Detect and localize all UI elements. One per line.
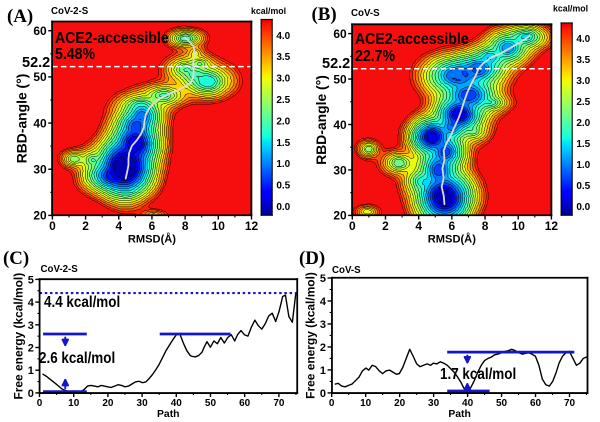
svg-text:1.5: 1.5 [276,138,290,149]
svg-text:30: 30 [33,163,47,177]
svg-text:(D): (D) [299,248,325,269]
svg-text:20: 20 [333,209,347,223]
svg-text:3.5: 3.5 [276,52,290,63]
svg-text:0.5: 0.5 [576,181,590,192]
svg-text:0: 0 [329,398,335,409]
svg-text:RBD-angle (°): RBD-angle (°) [313,75,329,165]
svg-text:3.0: 3.0 [576,76,590,87]
svg-text:4.0: 4.0 [276,31,290,42]
svg-text:60: 60 [333,27,347,41]
svg-text:CoV-2-S: CoV-2-S [51,6,89,17]
svg-text:4: 4 [28,297,35,309]
svg-text:kcal/mol: kcal/mol [553,3,588,13]
svg-text:50: 50 [333,72,347,86]
svg-text:Free energy (kcal/mol): Free energy (kcal/mol) [304,272,318,399]
svg-text:10: 10 [512,219,526,233]
svg-text:CoV-2-S: CoV-2-S [41,264,79,275]
svg-text:2: 2 [82,219,89,233]
svg-text:4: 4 [320,296,327,308]
svg-text:30: 30 [333,163,347,177]
svg-text:2.5: 2.5 [276,95,290,106]
svg-text:RMSD(Å): RMSD(Å) [428,233,476,246]
svg-text:4: 4 [115,219,122,233]
svg-text:0: 0 [49,219,56,233]
svg-text:5: 5 [320,273,326,285]
svg-text:20: 20 [394,398,406,409]
svg-text:Path: Path [157,409,180,420]
svg-text:40: 40 [171,398,183,409]
svg-text:8: 8 [182,219,189,233]
svg-text:60: 60 [530,398,542,409]
svg-text:0.0: 0.0 [576,202,590,213]
svg-text:12: 12 [545,219,559,233]
svg-text:3.0: 3.0 [276,74,290,85]
svg-text:4: 4 [415,219,422,233]
svg-text:10: 10 [68,398,80,409]
svg-text:1: 1 [28,365,34,377]
svg-text:40: 40 [33,116,47,130]
svg-text:2.0: 2.0 [276,116,290,127]
svg-text:0: 0 [28,388,34,400]
svg-text:0.5: 0.5 [276,181,290,192]
svg-text:2: 2 [28,342,34,354]
svg-text:30: 30 [137,398,149,409]
svg-text:20: 20 [102,398,114,409]
svg-text:1.5: 1.5 [576,139,590,150]
svg-text:3: 3 [28,320,34,332]
svg-text:50: 50 [33,70,47,84]
svg-text:2.5: 2.5 [576,97,590,108]
svg-text:1.0: 1.0 [576,160,590,171]
svg-text:60: 60 [33,24,47,38]
svg-text:0.0: 0.0 [276,202,290,213]
svg-text:12: 12 [245,219,259,233]
svg-text:3.5: 3.5 [576,55,590,66]
svg-text:0: 0 [37,398,43,409]
svg-text:0: 0 [349,219,356,233]
svg-text:kcal/mol: kcal/mol [251,6,286,16]
svg-text:(B): (B) [312,4,337,25]
svg-text:(A): (A) [7,6,33,27]
svg-text:RBD-angle (°): RBD-angle (°) [13,74,29,164]
svg-text:50: 50 [205,398,217,409]
svg-text:(C): (C) [3,248,29,269]
svg-text:20: 20 [33,209,47,223]
svg-text:6: 6 [149,219,156,233]
svg-text:1.0: 1.0 [276,159,290,170]
svg-text:3: 3 [320,319,326,331]
svg-text:CoV-S: CoV-S [332,265,361,276]
svg-text:2: 2 [382,219,389,233]
svg-text:40: 40 [462,398,474,409]
svg-text:Free energy (kcal/mol): Free energy (kcal/mol) [11,273,25,400]
svg-text:4.0: 4.0 [576,34,590,45]
svg-text:60: 60 [239,398,251,409]
svg-text:CoV-S: CoV-S [351,8,380,19]
svg-text:30: 30 [428,398,440,409]
svg-text:6: 6 [449,219,456,233]
svg-text:5: 5 [28,274,34,286]
svg-text:70: 70 [273,398,285,409]
svg-text:10: 10 [360,398,372,409]
svg-text:RMSD(Å): RMSD(Å) [128,233,176,246]
svg-text:40: 40 [333,118,347,132]
svg-text:1: 1 [320,365,326,377]
svg-text:0: 0 [320,388,326,400]
svg-text:70: 70 [564,398,576,409]
svg-text:2.0: 2.0 [576,118,590,129]
svg-text:8: 8 [482,219,489,233]
svg-text:50: 50 [496,398,508,409]
svg-text:Path: Path [448,409,471,420]
svg-text:10: 10 [212,219,226,233]
svg-text:2: 2 [320,342,326,354]
